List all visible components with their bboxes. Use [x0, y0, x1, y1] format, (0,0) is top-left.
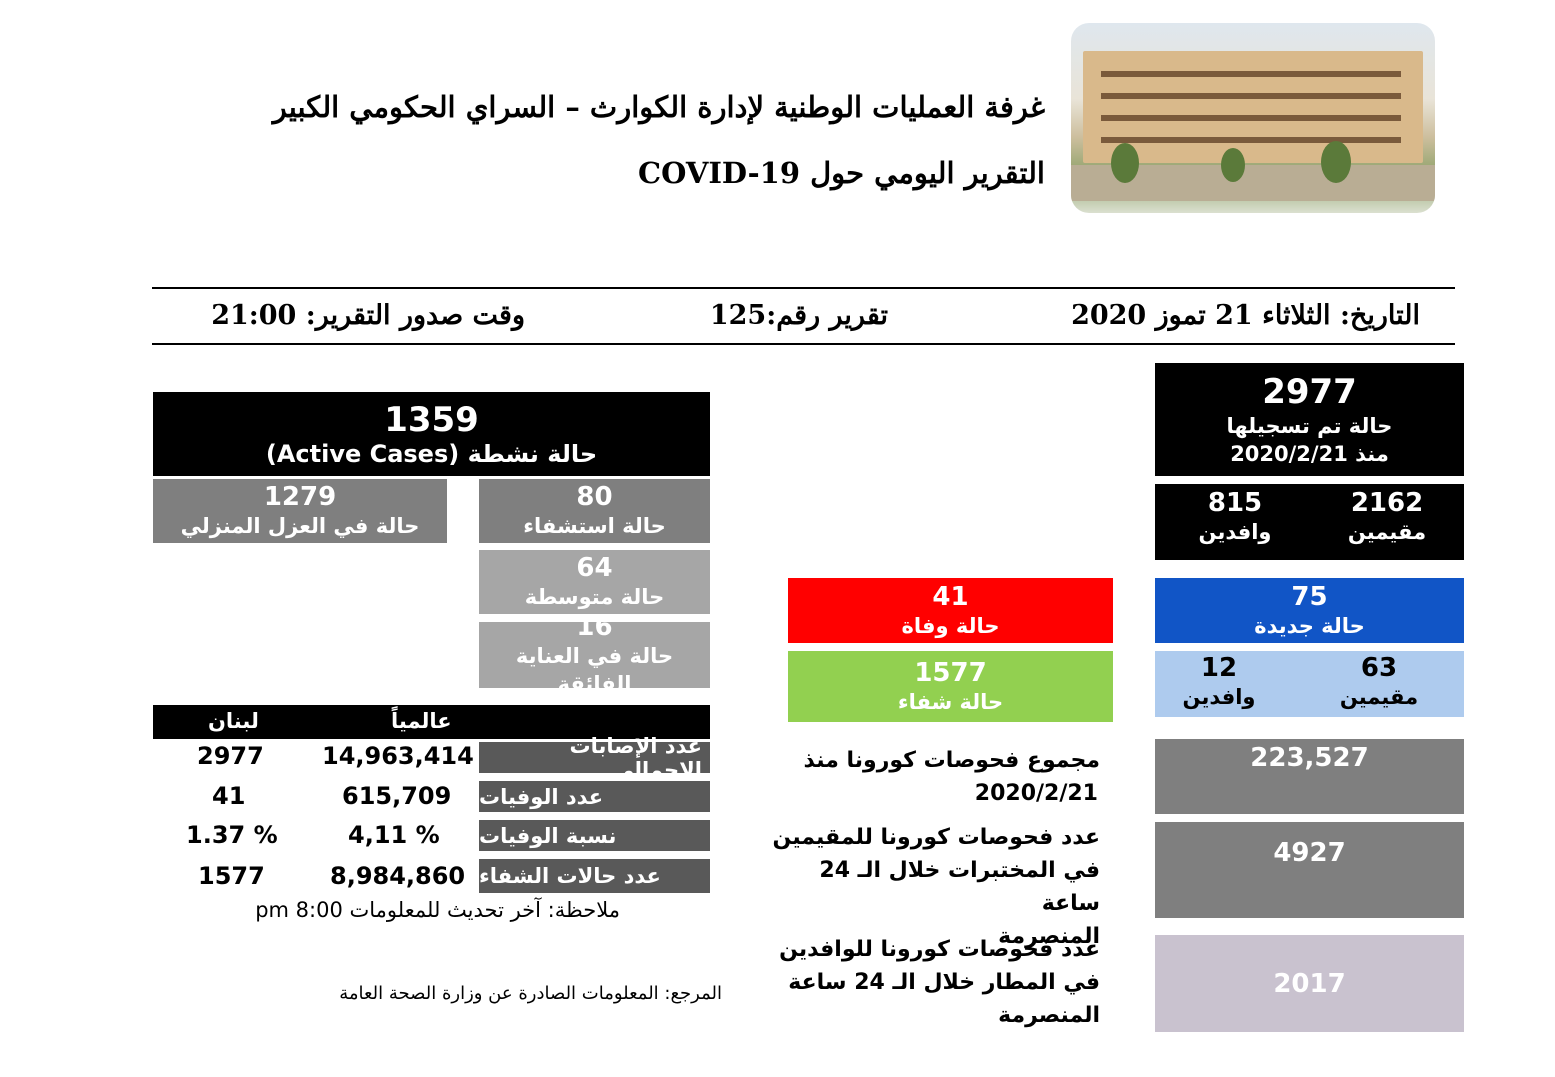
tests-residents-label: عدد فحوصات كورونا للمقيمين في المختبرات … [772, 825, 1100, 949]
row-rate-lebanon: 1.37 % [186, 821, 278, 849]
icu-box: 16 حالة في العناية الفائقة [479, 612, 710, 696]
row-recovered-global: 8,984,860 [330, 862, 466, 890]
row-deaths-label: عدد الوفيات [479, 781, 710, 812]
col-lebanon: لبنان [208, 709, 259, 733]
source-note: المرجع: المعلومات الصادرة عن وزارة الصحة… [339, 983, 722, 1004]
tests-arrivals-label: عدد فحوصات كورونا للوافدين في المطار خلا… [779, 937, 1100, 1028]
top-rule [152, 287, 1455, 289]
tests-arrivals-box: 2017 [1155, 935, 1464, 1032]
icu-value: 16 [576, 612, 613, 642]
recovered-box: 1577 حالة شفاء [788, 651, 1113, 722]
total-cases-box: 2977 حالة تم تسجيلها منذ 2020/2/21 [1155, 363, 1464, 476]
new-arrivals-label: وافدين [1182, 685, 1256, 709]
total-cases-since: منذ 2020/2/21 [1230, 441, 1389, 466]
deaths-box: 41 حالة وفاة [788, 578, 1113, 643]
row-recovered-label: عدد حالات الشفاء [479, 859, 710, 893]
new-arrivals-value: 12 [1200, 653, 1238, 683]
moderate-label: حالة متوسطة [524, 585, 665, 609]
report-time: وقت صدور التقرير: 21:00 [211, 300, 525, 331]
update-note: ملاحظة: آخر تحديث للمعلومات 8:00 pm [255, 898, 620, 922]
tests-total-box: 223,527 [1155, 739, 1464, 814]
new-residents-label: مقيمين [1339, 685, 1419, 709]
active-cases-label: حالة نشطة (Active Cases) [265, 440, 598, 468]
row-rate-label: نسبة الوفيات [479, 820, 710, 851]
tests-total-value: 223,527 [1250, 743, 1369, 773]
deaths-label: حالة وفاة [901, 613, 1000, 638]
home-isolation-value: 1279 [263, 482, 337, 512]
tests-residents-value: 4927 [1273, 838, 1346, 868]
total-residents-value: 2162 [1350, 488, 1424, 518]
home-isolation-box: 1279 حالة في العزل المنزلي [153, 479, 447, 543]
moderate-box: 64 حالة متوسطة [479, 550, 710, 614]
grand-serail-photo [1071, 23, 1435, 213]
total-cases-breakdown: 2162 مقيمين 815 وافدين [1155, 484, 1464, 560]
new-cases-value: 75 [1291, 581, 1328, 612]
row-rate-global: 4,11 % [348, 821, 440, 849]
hospital-label: حالة استشفاء [523, 514, 666, 538]
hospital-value: 80 [576, 482, 613, 512]
moderate-value: 64 [576, 553, 613, 583]
active-cases-box: 1359 حالة نشطة (Active Cases) [153, 392, 710, 476]
total-cases-value: 2977 [1262, 371, 1357, 412]
tests-arrivals-value: 2017 [1273, 968, 1346, 999]
report-date: التاريخ: الثلاثاء 21 تموز 2020 [1071, 300, 1420, 331]
comparison-header: لبنان عالمياً [153, 705, 710, 739]
report-subtitle: التقرير اليومي حول COVID-19 [638, 156, 1045, 190]
recovered-value: 1577 [914, 657, 987, 688]
home-isolation-label: حالة في العزل المنزلي [180, 514, 420, 538]
total-cases-label: حالة تم تسجيلها [1226, 413, 1393, 438]
total-arrivals-value: 815 [1207, 488, 1263, 518]
report-number: تقرير رقم:125 [709, 300, 888, 331]
active-cases-value: 1359 [384, 400, 479, 440]
tests-total-label: مجموع فحوصات كورونا منذ 2020/2/21 [803, 748, 1100, 806]
row-deaths-global: 615,709 [342, 782, 452, 810]
icu-label: حالة في العناية الفائقة [515, 644, 674, 696]
new-residents-value: 63 [1360, 653, 1398, 683]
total-arrivals-label: وافدين [1198, 520, 1272, 544]
col-global: عالمياً [391, 709, 452, 733]
row-deaths-lebanon: 41 [212, 782, 246, 810]
row-recovered-lebanon: 1577 [198, 862, 265, 890]
deaths-value: 41 [932, 581, 969, 612]
report-title: غرفة العمليات الوطنية لإدارة الكوارث – ا… [272, 90, 1045, 124]
bottom-rule [152, 343, 1455, 345]
new-cases-breakdown: 63 مقيمين 12 وافدين [1155, 651, 1464, 717]
total-residents-label: مقيمين [1347, 520, 1427, 544]
row-total-label: عدد الإصابات الإجمالي [479, 734, 710, 782]
row-total-global: 14,963,414 [322, 742, 474, 770]
tests-residents-box: 4927 [1155, 822, 1464, 918]
new-cases-label: حالة جديدة [1254, 613, 1365, 638]
new-cases-box: 75 حالة جديدة [1155, 578, 1464, 643]
hospital-box: 80 حالة استشفاء [479, 479, 710, 543]
recovered-label: حالة شفاء [897, 689, 1004, 714]
row-total-lebanon: 2977 [197, 742, 264, 770]
